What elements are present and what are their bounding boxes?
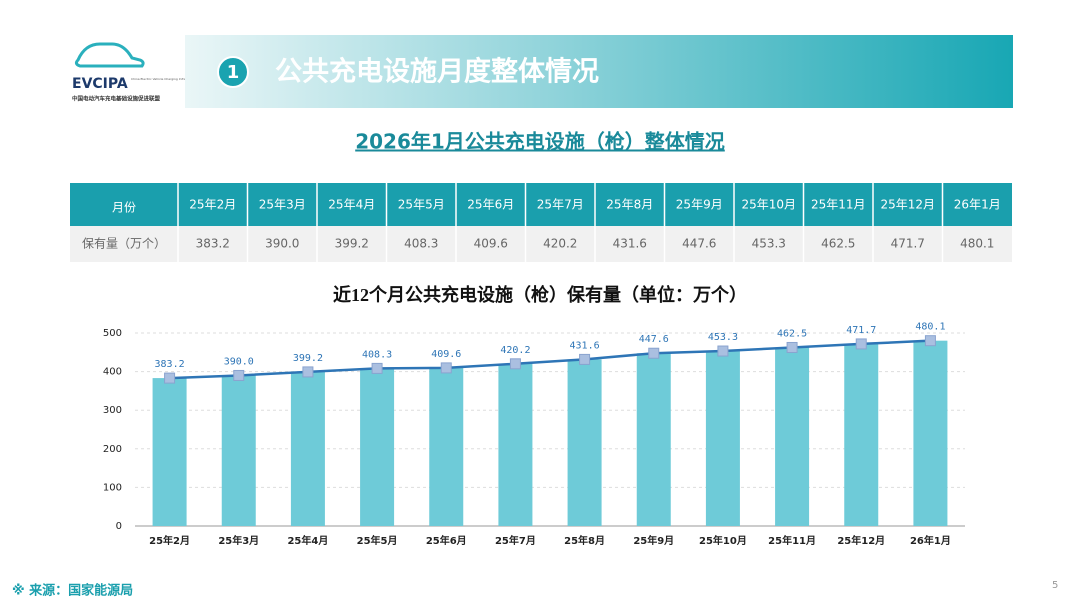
data-label: 447.6: [639, 334, 669, 345]
table-header-cell: 25年2月: [189, 198, 236, 212]
bar: [498, 363, 533, 526]
x-tick-label: 25年12月: [837, 534, 885, 547]
line: [169, 339, 931, 380]
bar: [152, 378, 187, 526]
data-label: 408.3: [362, 349, 392, 360]
table-header-bg: [70, 183, 1012, 226]
bar: [221, 375, 256, 526]
table-cell: 390.0: [265, 237, 299, 251]
table-cell: 431.6: [613, 237, 647, 251]
bar: [360, 368, 395, 526]
x-tick-label: 25年8月: [564, 534, 605, 547]
x-tick-label: 25年2月: [149, 534, 190, 547]
chart: 0 100 200 300 400 500 25年2月 25年3月 25年4月 25年5月 25年6…: [103, 322, 965, 547]
bar: [705, 351, 740, 526]
y-tick-label: 0: [116, 521, 122, 532]
y-tick-label: 200: [103, 444, 122, 455]
logo-chinese: 中国电动汽车充电基础设施促进联盟: [72, 95, 161, 103]
data-label: 390.0: [224, 356, 254, 367]
table-cell: 408.3: [404, 237, 438, 251]
table-header-cell: 25年7月: [537, 198, 584, 212]
section-title: 公共充电设施月度整体情况: [275, 56, 599, 88]
data-label: 383.2: [155, 359, 185, 370]
x-tick-label: 25年9月: [633, 534, 674, 547]
table: 月份 25年2月 25年3月 25年4月 25年5月 25年6月 25年7月 25年8月 25年…: [82, 183, 1001, 262]
header-banner: [185, 35, 1013, 108]
table-cell: 保有量（万个）: [82, 237, 166, 251]
line-marker: [509, 358, 521, 370]
table-cell: 453.3: [752, 237, 786, 251]
data-label: 462.5: [777, 328, 807, 339]
section-badge: [217, 56, 249, 88]
source: ※ 来源：国家能源局: [12, 583, 133, 599]
x-tick-label: 25年11月: [768, 534, 816, 547]
x-tick-label: 25年6月: [426, 534, 467, 547]
table-header-cell: 25年9月: [676, 198, 723, 212]
table-header-cell: 25年10月: [741, 198, 796, 212]
x-tick-label: 25年5月: [357, 534, 398, 547]
line-marker: [855, 338, 867, 350]
data-label: 480.1: [915, 322, 945, 333]
data-label: 453.3: [708, 332, 738, 343]
line-marker: [717, 345, 729, 357]
table-header-cell: 25年6月: [467, 198, 514, 212]
logo-name: EVCIPA: [72, 76, 128, 92]
bar: [290, 371, 325, 526]
subtitle: 2026年1月公共充电设施（枪）整体情况: [355, 130, 725, 154]
table-header-cell: 25年11月: [811, 198, 866, 212]
line-marker: [164, 372, 176, 384]
x-tick-label: 25年4月: [287, 534, 328, 547]
table-header-cell: 25年12月: [880, 198, 935, 212]
y-tick-label: 400: [103, 367, 122, 378]
logo-english: China Electric Vehicle Charging Infrastr…: [131, 77, 228, 81]
x-tick-label: 25年10月: [699, 534, 747, 547]
data-label: 471.7: [846, 325, 876, 336]
data-label: 409.6: [431, 349, 461, 360]
x-tick-label: 25年7月: [495, 534, 536, 547]
table-cell: 420.2: [543, 237, 577, 251]
table-cell: 471.7: [891, 237, 925, 251]
table-cell: 399.2: [335, 237, 369, 251]
table-header-cell: 25年5月: [398, 198, 445, 212]
table-cell: 409.6: [474, 237, 508, 251]
table-header-cell: 月份: [112, 201, 136, 215]
data-label: 420.2: [500, 345, 530, 356]
x-tick-label: 26年1月: [910, 534, 951, 547]
table-cell: 462.5: [821, 237, 855, 251]
data-label: 399.2: [293, 353, 323, 364]
bar: [429, 367, 464, 526]
bar: [913, 340, 948, 526]
table-cell: 480.1: [960, 237, 994, 251]
bar: [636, 353, 671, 526]
table-header-cell: 25年3月: [259, 198, 306, 212]
table-header-cell: 25年8月: [606, 198, 653, 212]
logo-car: [74, 42, 145, 68]
line-marker: [648, 347, 660, 359]
line-marker: [786, 341, 798, 353]
section-number: 1: [227, 62, 240, 83]
line-marker: [233, 369, 245, 381]
table-cell: 447.6: [682, 237, 716, 251]
table-header-cell: 26年1月: [954, 198, 1001, 212]
line-marker: [579, 353, 591, 365]
bar: [775, 347, 810, 526]
line-marker: [924, 335, 936, 347]
y-tick-label: 100: [103, 482, 122, 493]
table-cell: 383.2: [196, 237, 230, 251]
x-tick-label: 25年3月: [218, 534, 259, 547]
page-number: 5: [1052, 580, 1058, 591]
line-marker: [302, 366, 314, 378]
bar: [844, 343, 879, 526]
data-label: 431.6: [570, 340, 600, 351]
line-marker: [440, 362, 452, 374]
bar: [567, 359, 602, 526]
chart-title: 近12个月公共充电设施（枪）保有量（单位：万个）: [333, 284, 747, 305]
y-tick-label: 300: [103, 405, 122, 416]
y-tick-label: 500: [103, 328, 122, 339]
table-header-cell: 25年4月: [328, 198, 375, 212]
line-marker: [371, 362, 383, 374]
logo: EVCIPA China Electric Vehicle Charging I…: [72, 42, 228, 103]
